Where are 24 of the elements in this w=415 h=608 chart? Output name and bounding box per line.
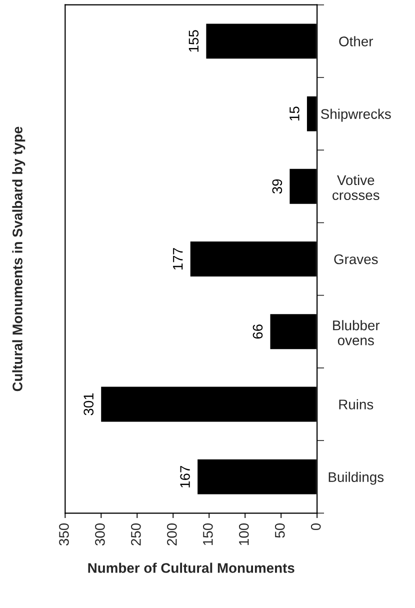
x-tick-label: 250: [131, 523, 141, 546]
data-label: 66: [252, 324, 263, 339]
y-tick-label: Buildings: [328, 472, 384, 485]
y-tick-label: Ruins: [339, 399, 374, 410]
x-tick-label: 350: [59, 523, 69, 546]
data-label: 155: [188, 30, 199, 52]
x-tick-label: 150: [202, 523, 213, 545]
x-tick-label: 100: [238, 523, 249, 545]
data-label: 15: [290, 106, 300, 120]
x-tick-label: 0: [310, 523, 321, 530]
y-tick-label: Votive crosses: [332, 174, 380, 200]
x-axis-title: Number of Cultural Monuments: [88, 562, 294, 573]
text: Cultural Monuments in Svalbard by type: [12, 126, 26, 392]
y-tick-label: Blubber ovens: [333, 320, 380, 346]
data-label: 301: [84, 393, 94, 416]
x-tick-label: 200: [167, 523, 177, 546]
y-tick-label: Shipwrecks: [321, 108, 391, 122]
x-tick-label: 50: [274, 523, 285, 538]
data-label: 167: [180, 466, 190, 488]
y-tick-label: Other: [339, 36, 374, 46]
x-tick-label: 300: [95, 523, 105, 546]
data-label: 39: [272, 179, 282, 194]
y-tick-label: Graves: [334, 254, 378, 264]
data-label: 177: [173, 248, 183, 270]
